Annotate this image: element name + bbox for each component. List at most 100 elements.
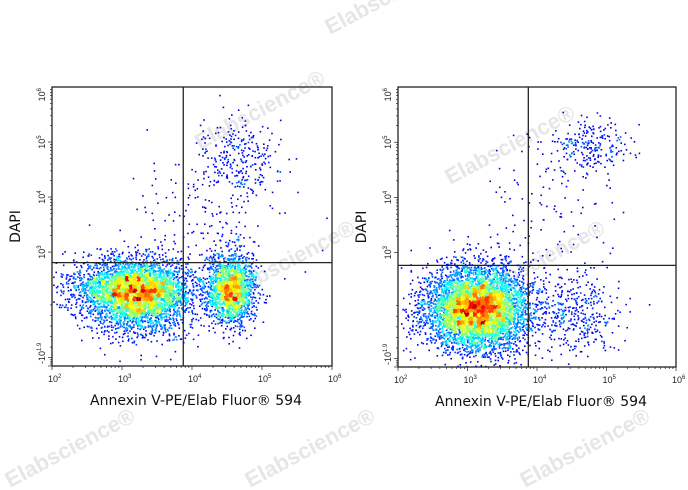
data-point — [73, 276, 75, 278]
data-point — [106, 271, 109, 273]
data-point — [149, 294, 152, 297]
data-point — [156, 264, 159, 267]
data-point — [215, 280, 217, 282]
data-point — [125, 279, 128, 282]
data-point — [89, 312, 92, 314]
data-point — [164, 283, 166, 286]
data-point — [167, 299, 169, 301]
data-point — [180, 287, 183, 290]
data-point — [177, 251, 179, 253]
data-point — [243, 267, 246, 269]
data-point — [165, 294, 167, 296]
data-point — [103, 269, 105, 272]
data-point — [83, 274, 85, 276]
data-point — [195, 294, 197, 297]
data-point — [102, 303, 105, 306]
data-point — [111, 276, 113, 278]
data-point — [218, 287, 221, 290]
data-point — [219, 299, 221, 301]
data-point — [169, 310, 171, 313]
data-point — [224, 256, 226, 259]
data-point — [95, 300, 98, 303]
data-point — [119, 293, 121, 295]
data-point — [157, 307, 160, 309]
data-point — [178, 292, 180, 294]
data-point — [156, 277, 158, 280]
data-point — [199, 298, 201, 301]
data-point — [152, 257, 155, 259]
data-point — [170, 272, 173, 275]
data-point — [244, 294, 246, 296]
data-point — [57, 285, 59, 288]
data-point — [162, 316, 164, 319]
data-point — [99, 277, 101, 280]
data-point — [74, 286, 77, 289]
data-point — [154, 266, 157, 268]
data-point — [155, 299, 158, 301]
data-point — [163, 274, 166, 277]
data-point — [165, 316, 168, 318]
data-point — [164, 281, 167, 283]
data-point — [123, 308, 126, 310]
data-point — [163, 285, 165, 287]
data-point — [160, 272, 163, 275]
data-point — [265, 298, 267, 301]
data-point — [149, 265, 151, 268]
data-point — [167, 295, 169, 297]
data-point — [184, 292, 186, 294]
data-point — [104, 257, 106, 260]
data-point — [150, 263, 153, 265]
data-point — [56, 291, 58, 294]
data-point — [254, 314, 256, 316]
data-point — [143, 302, 145, 305]
data-point — [253, 284, 255, 286]
data-point — [149, 284, 152, 287]
data-point — [94, 264, 96, 267]
data-point — [175, 305, 177, 308]
data-point — [142, 313, 144, 315]
data-point — [177, 313, 179, 316]
data-point — [127, 279, 129, 282]
data-point — [123, 288, 125, 290]
data-point — [98, 287, 101, 289]
data-point — [89, 275, 91, 277]
data-point — [70, 304, 73, 306]
data-point — [119, 320, 121, 322]
data-point — [127, 296, 129, 299]
data-point — [172, 282, 175, 284]
data-point — [152, 325, 155, 328]
data-point — [185, 302, 187, 305]
data-point — [190, 275, 192, 277]
data-point — [62, 264, 65, 267]
data-point — [140, 255, 143, 257]
data-point — [99, 320, 102, 323]
data-point — [248, 275, 250, 278]
data-point — [240, 255, 242, 257]
data-point — [101, 312, 104, 314]
data-point — [205, 304, 207, 307]
data-point — [109, 287, 111, 290]
data-point — [146, 264, 149, 266]
data-point — [153, 280, 155, 283]
data-point — [100, 291, 102, 294]
data-point — [120, 288, 122, 290]
data-point — [166, 259, 168, 262]
data-point — [222, 337, 225, 340]
data-point — [127, 271, 130, 273]
data-point — [92, 281, 94, 283]
data-point — [96, 296, 98, 298]
data-point — [104, 317, 107, 319]
data-point — [55, 271, 57, 274]
data-point — [142, 262, 144, 265]
data-point — [160, 312, 163, 315]
data-point — [216, 287, 219, 289]
data-point — [84, 301, 87, 304]
data-point — [134, 281, 137, 284]
data-point — [235, 298, 238, 301]
data-point — [105, 282, 108, 284]
data-point — [165, 277, 167, 279]
data-point — [170, 281, 172, 284]
data-point — [158, 282, 161, 285]
data-point — [164, 282, 166, 285]
data-point — [170, 265, 172, 268]
